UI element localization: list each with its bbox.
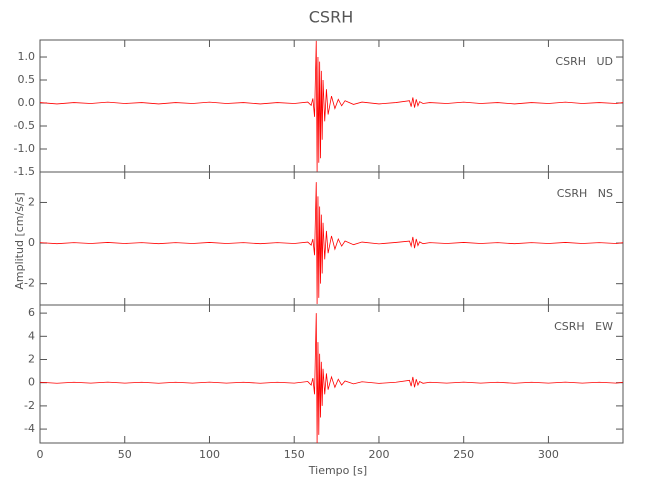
x-tick-label: 300 (538, 448, 559, 461)
y-tick-label: 2 (28, 353, 35, 366)
x-tick-label: 0 (37, 448, 44, 461)
panel-label: CSRH UD (555, 55, 613, 68)
y-tick-label: 6 (28, 306, 35, 319)
panel-frame (39, 39, 624, 173)
x-tick-label: 100 (199, 448, 220, 461)
y-tick-label: 2 (28, 195, 35, 208)
x-tick-label: 200 (368, 448, 389, 461)
y-tick-label: 0.5 (18, 73, 36, 86)
panel-label: CSRH NS (557, 187, 613, 200)
plot-area (40, 40, 623, 172)
y-tick-label: -0.5 (14, 119, 35, 132)
y-tick-label: 4 (28, 329, 35, 342)
waveform (40, 182, 623, 304)
waveform (40, 40, 623, 172)
x-axis-label: Tiempo [s] (308, 464, 367, 477)
y-tick-label: -2 (24, 277, 35, 290)
y-tick-label: 0.0 (18, 96, 36, 109)
x-tick-label: 50 (118, 448, 132, 461)
panel-frame (39, 304, 624, 444)
panel-label: CSRH EW (554, 320, 613, 333)
x-tick-label: 150 (284, 448, 305, 461)
y-tick-label: -1.5 (14, 165, 35, 178)
waveform (40, 313, 623, 443)
y-tick-label: 0 (28, 236, 35, 249)
y-axis-label: Amplitud [cm/s/s] (13, 192, 26, 289)
y-tick-label: 1.0 (18, 50, 36, 63)
x-tick-label: 250 (453, 448, 474, 461)
chart-title: CSRH (309, 8, 353, 27)
panel-frame (39, 171, 624, 306)
y-tick-label: 0 (28, 376, 35, 389)
y-tick-label: -2 (24, 399, 35, 412)
plot-area (40, 313, 623, 443)
y-tick-label: -4 (24, 422, 35, 435)
y-tick-label: -1.0 (14, 142, 35, 155)
plot-area (40, 182, 623, 304)
